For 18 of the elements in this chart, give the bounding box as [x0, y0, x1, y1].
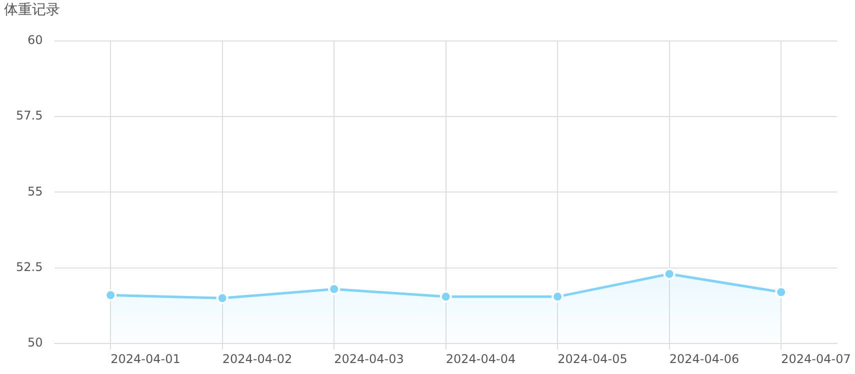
y-tick-label: 52.5 — [16, 260, 43, 274]
point — [552, 290, 564, 303]
y-tick-label: 57.5 — [16, 108, 43, 123]
x-tick-label: 2024-04-03 — [334, 352, 404, 366]
x-tick-label: 2024-04-06 — [669, 352, 740, 366]
point — [216, 292, 228, 304]
y-tick-label: 60 — [27, 32, 43, 47]
x-tick-label: 2024-04-05 — [558, 352, 628, 366]
y-tick-label: 55 — [27, 184, 43, 198]
point — [663, 268, 676, 280]
point — [440, 290, 452, 303]
point — [328, 283, 340, 296]
chart-title: 体重记录 — [4, 2, 60, 18]
y-tick-label: 50 — [27, 336, 43, 350]
x-tick-label: 2024-04-07 — [781, 352, 851, 366]
x-tick-label: 2024-04-02 — [222, 352, 292, 366]
x-tick-label: 2024-04-04 — [446, 352, 516, 366]
x-tick-label: 2024-04-01 — [110, 352, 180, 366]
